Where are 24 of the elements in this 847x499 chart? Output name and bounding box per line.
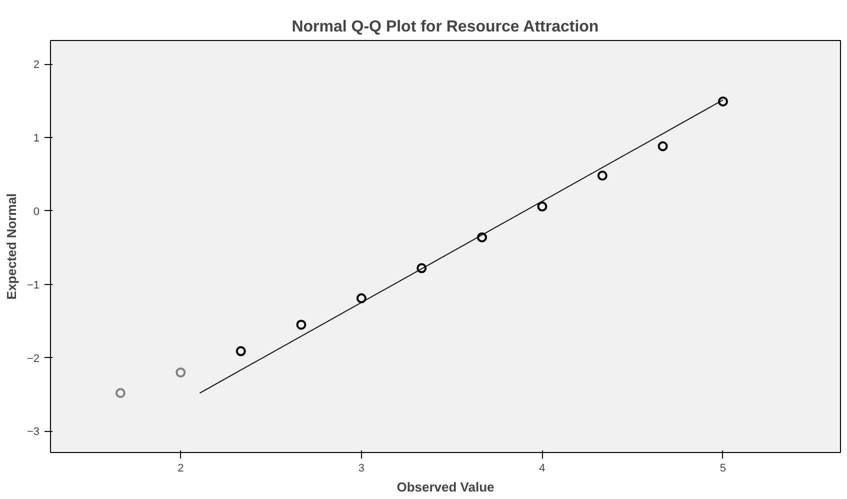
y-tick-label: −2 xyxy=(26,352,40,365)
x-tick-label: 5 xyxy=(720,462,726,474)
point xyxy=(718,96,728,106)
x-tick-label: 4 xyxy=(539,462,546,474)
point xyxy=(176,367,186,378)
x-axis-title: Observed Value xyxy=(396,480,494,494)
point xyxy=(537,201,548,212)
y-tick-label: 2 xyxy=(33,59,40,71)
y-axis-title: Expected Normal xyxy=(4,193,19,300)
y-tick-label: −1 xyxy=(26,279,40,292)
point xyxy=(597,170,608,181)
point xyxy=(115,388,126,398)
y-tick-label: 0 xyxy=(33,206,40,218)
point xyxy=(416,263,427,274)
point xyxy=(658,141,668,152)
point xyxy=(477,232,488,242)
x-tick-label: 2 xyxy=(178,462,184,474)
point xyxy=(296,320,306,330)
y-tick-label: 1 xyxy=(33,132,40,144)
point xyxy=(356,293,366,304)
y-tick-label: −3 xyxy=(26,426,40,438)
chart-title: Normal Q-Q Plot for Resource Attraction xyxy=(292,18,599,36)
point xyxy=(236,346,246,356)
x-tick-label: 3 xyxy=(358,462,365,474)
